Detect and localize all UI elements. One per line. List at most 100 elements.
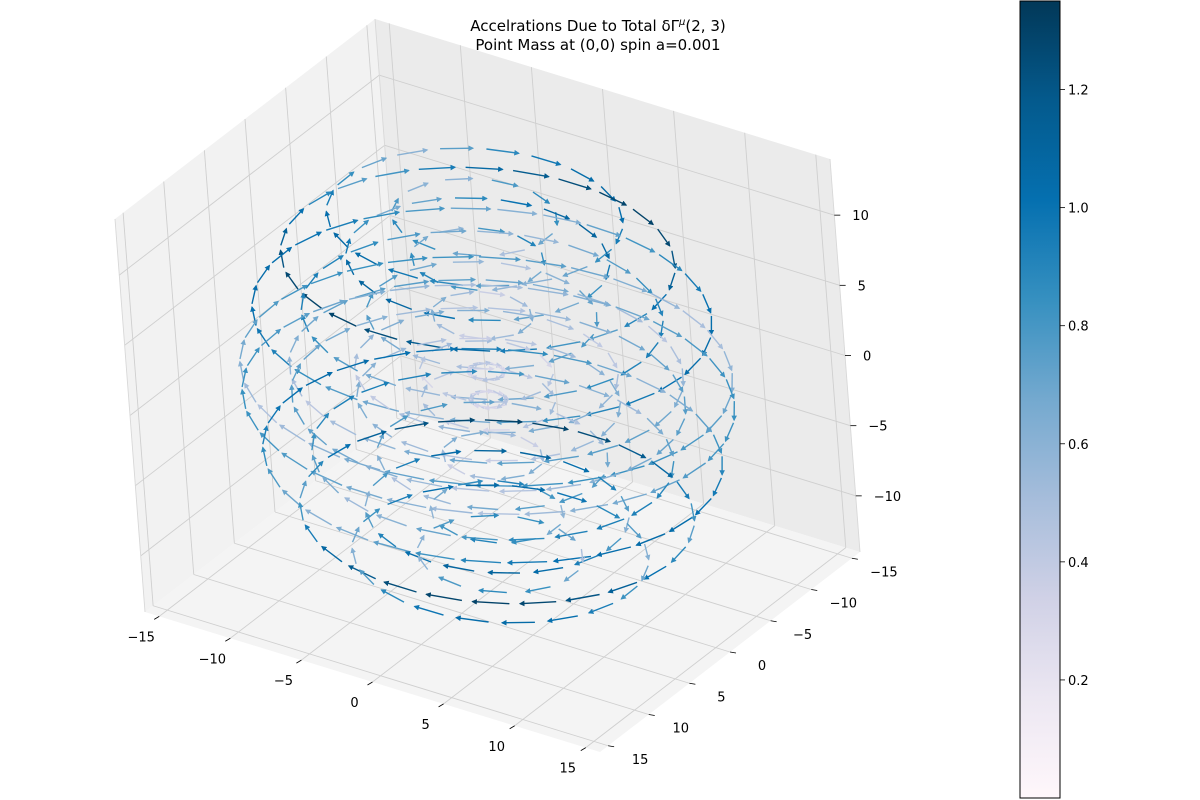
- field-arrow: [598, 191, 628, 206]
- field-arrow: [652, 320, 683, 338]
- field-arrow: [308, 442, 341, 458]
- field-arrow: [676, 418, 686, 437]
- field-arrow: [565, 593, 600, 603]
- field-arrow: [260, 328, 282, 347]
- field-arrow: [438, 417, 476, 423]
- field-arrow: [387, 268, 419, 279]
- field-arrow: [670, 346, 682, 365]
- field-arrow: [362, 400, 400, 412]
- field-arrow: [345, 259, 355, 276]
- field-arrow: [450, 284, 478, 291]
- field-arrow: [587, 444, 619, 456]
- colorbar-tick-label: 0.6: [1068, 438, 1089, 453]
- x-tick-label: −10: [199, 652, 226, 667]
- field-arrow: [631, 501, 653, 516]
- field-arrow: [613, 373, 620, 390]
- field-arrow: [568, 244, 600, 257]
- field-arrow: [498, 488, 537, 495]
- field-arrow: [259, 432, 280, 452]
- field-arrow: [460, 534, 498, 541]
- field-arrow: [626, 522, 642, 539]
- field-arrow: [305, 371, 333, 387]
- field-arrow: [366, 292, 374, 308]
- field-arrow: [712, 477, 723, 497]
- field-arrow: [532, 422, 570, 432]
- field-arrow: [694, 498, 712, 516]
- field-arrow: [470, 512, 500, 519]
- field-arrow: [543, 208, 571, 220]
- field-arrow: [461, 346, 503, 353]
- field-arrow: [490, 431, 517, 438]
- field-arrow: [500, 199, 533, 208]
- field-arrow: [695, 413, 713, 433]
- field-arrow: [443, 437, 458, 448]
- field-arrow: [589, 472, 621, 484]
- field-arrow: [244, 318, 258, 338]
- field-arrow: [477, 510, 520, 517]
- field-arrow: [451, 346, 491, 353]
- field-arrow: [604, 452, 611, 468]
- field-arrow: [549, 401, 557, 416]
- tick-mark: [851, 557, 858, 560]
- pane-edge: [374, 18, 406, 413]
- field-arrow: [665, 438, 675, 457]
- field-arrow: [271, 349, 292, 368]
- field-arrow: [406, 477, 443, 488]
- field-arrow: [723, 351, 733, 372]
- gridline-y-floor: [356, 449, 812, 590]
- field-arrow: [570, 267, 610, 279]
- field-arrow: [412, 354, 441, 365]
- field-arrow: [487, 569, 521, 576]
- field-arrow: [596, 546, 632, 557]
- field-arrow: [375, 514, 407, 527]
- field-arrow: [267, 468, 281, 488]
- field-arrow: [613, 278, 648, 293]
- y-tick-label: −15: [870, 565, 897, 580]
- y-tick-label: −5: [793, 628, 812, 643]
- field-arrow: [514, 505, 545, 512]
- field-arrow: [554, 530, 588, 540]
- field-arrow: [586, 284, 603, 299]
- field-arrow: [650, 353, 670, 371]
- field-arrow: [706, 329, 724, 350]
- field-arrow: [305, 400, 325, 418]
- z-tick-label: −10: [874, 490, 901, 505]
- field-arrow: [607, 352, 618, 369]
- field-arrow: [423, 494, 451, 505]
- field-arrow: [588, 329, 618, 341]
- field-arrow: [607, 581, 638, 594]
- field-arrow: [485, 279, 524, 286]
- field-arrow: [404, 410, 444, 420]
- field-arrow: [405, 205, 446, 213]
- field-arrow: [354, 252, 379, 266]
- field-arrow: [438, 276, 477, 283]
- field-arrow: [545, 272, 570, 285]
- field-arrow: [280, 227, 288, 246]
- field-arrow: [573, 554, 599, 566]
- field-arrow: [480, 390, 505, 396]
- field-arrow: [413, 235, 429, 248]
- field-arrow: [390, 283, 431, 292]
- field-arrow: [676, 481, 690, 500]
- field-arrow: [374, 350, 411, 360]
- field-arrow: [422, 403, 436, 417]
- field-arrow: [725, 379, 735, 400]
- field-arrow: [600, 422, 616, 437]
- field-arrow: [289, 384, 295, 403]
- field-arrow: [321, 545, 343, 563]
- field-arrow: [440, 145, 475, 152]
- field-arrow: [436, 323, 455, 335]
- field-arrow: [620, 495, 630, 512]
- gridline-y-floor: [193, 574, 649, 715]
- field-arrow: [344, 497, 369, 512]
- field-arrow: [636, 377, 667, 393]
- field-arrow: [477, 230, 515, 237]
- field-arrow: [579, 321, 612, 335]
- field-arrow: [325, 218, 359, 231]
- field-arrow: [651, 293, 667, 311]
- field-arrow: [415, 526, 451, 537]
- field-arrow: [654, 410, 672, 427]
- field-arrow: [656, 438, 674, 456]
- field-arrow: [541, 382, 555, 396]
- field-arrow: [558, 178, 592, 191]
